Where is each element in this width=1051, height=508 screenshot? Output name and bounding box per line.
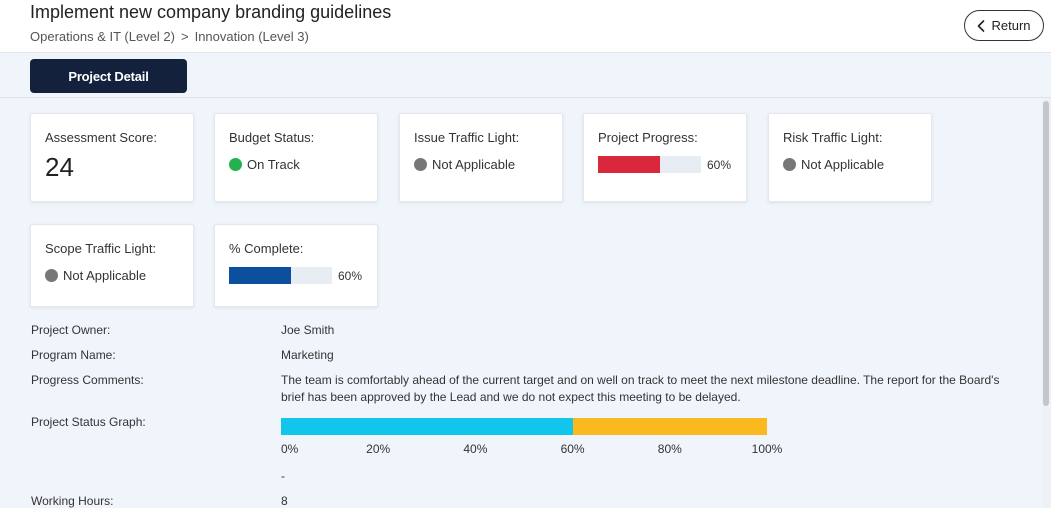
issue-traffic-light-value: Not Applicable — [432, 157, 516, 172]
tab-project-detail[interactable]: Project Detail — [30, 59, 187, 93]
return-label: Return — [991, 18, 1031, 33]
percent-complete-label: % Complete: — [229, 241, 304, 256]
page-title: Implement new company branding guideline… — [30, 2, 392, 22]
scope-traffic-light-card: Scope Traffic Light: Not Applicable — [30, 224, 194, 307]
progress-comments-label: Progress Comments: — [31, 373, 144, 387]
project-progress-label: Project Progress: — [598, 130, 698, 145]
graph-tick-label: 60% — [560, 442, 585, 456]
percent-complete-bar — [229, 267, 332, 284]
progress-comments-value: The team is comfortably ahead of the cur… — [281, 373, 1000, 404]
assessment-score-value: 24 — [45, 152, 74, 182]
program-name-label: Program Name: — [31, 348, 116, 362]
project-owner-label: Project Owner: — [31, 323, 111, 337]
project-status-graph-dash: - — [281, 469, 285, 483]
status-dot-icon — [229, 158, 242, 171]
project-status-graph-axis: 0% 20% 40% 60% 80% 100% — [281, 442, 801, 458]
status-dot-icon — [45, 269, 58, 282]
risk-traffic-light-card: Risk Traffic Light: Not Applicable — [768, 113, 932, 202]
issue-traffic-light-label: Issue Traffic Light: — [414, 130, 520, 145]
graph-tick-label: 20% — [366, 442, 391, 456]
percent-complete-percent: 60% — [338, 268, 363, 283]
percent-complete-card: % Complete: 60% — [214, 224, 378, 307]
budget-status-label: Budget Status: — [229, 130, 315, 145]
breadcrumb-item-level3[interactable]: Innovation (Level 3) — [194, 29, 309, 44]
breadcrumb-item-level2[interactable]: Operations & IT (Level 2) — [30, 29, 175, 44]
graph-tick-label: 0% — [281, 442, 299, 456]
project-progress-percent: 60% — [707, 157, 732, 172]
program-name-value: Marketing — [281, 348, 334, 362]
tab-bar: Project Detail — [0, 53, 1051, 98]
status-dot-icon — [414, 158, 427, 171]
budget-status-value: On Track — [247, 157, 300, 172]
graph-segment-2 — [572, 418, 767, 435]
project-progress-card: Project Progress: 60% — [583, 113, 747, 202]
graph-tick-label: 100% — [751, 442, 783, 456]
project-status-graph-label: Project Status Graph: — [31, 415, 146, 429]
vertical-scrollbar[interactable] — [1042, 98, 1051, 508]
chevron-left-icon — [977, 19, 985, 32]
risk-traffic-light-value: Not Applicable — [801, 157, 885, 172]
issue-traffic-light-card: Issue Traffic Light: Not Applicable — [399, 113, 563, 202]
project-owner-value: Joe Smith — [281, 323, 335, 337]
scope-traffic-light-value: Not Applicable — [63, 268, 147, 283]
percent-complete-fill — [229, 267, 291, 284]
graph-segment-1 — [281, 418, 573, 435]
breadcrumb: Operations & IT (Level 2) > Innovation (Le… — [30, 29, 309, 44]
risk-traffic-light-label: Risk Traffic Light: — [783, 130, 883, 145]
project-status-graph — [281, 418, 767, 435]
assessment-score-card: Assessment Score: 24 — [30, 113, 194, 202]
working-hours-label: Working Hours: — [31, 494, 114, 508]
breadcrumb-separator: > — [181, 29, 189, 44]
project-progress-bar — [598, 156, 701, 173]
assessment-score-label: Assessment Score: — [45, 130, 157, 145]
working-hours-value: 8 — [281, 494, 288, 508]
graph-tick-label: 40% — [463, 442, 488, 456]
status-dot-icon — [783, 158, 796, 171]
scope-traffic-light-label: Scope Traffic Light: — [45, 241, 157, 256]
return-button[interactable]: Return — [964, 10, 1044, 41]
budget-status-card: Budget Status: On Track — [214, 113, 378, 202]
project-progress-fill — [598, 156, 660, 173]
scrollbar-thumb[interactable] — [1043, 101, 1049, 406]
graph-tick-label: 80% — [657, 442, 682, 456]
page-header: Implement new company branding guideline… — [0, 0, 1051, 53]
